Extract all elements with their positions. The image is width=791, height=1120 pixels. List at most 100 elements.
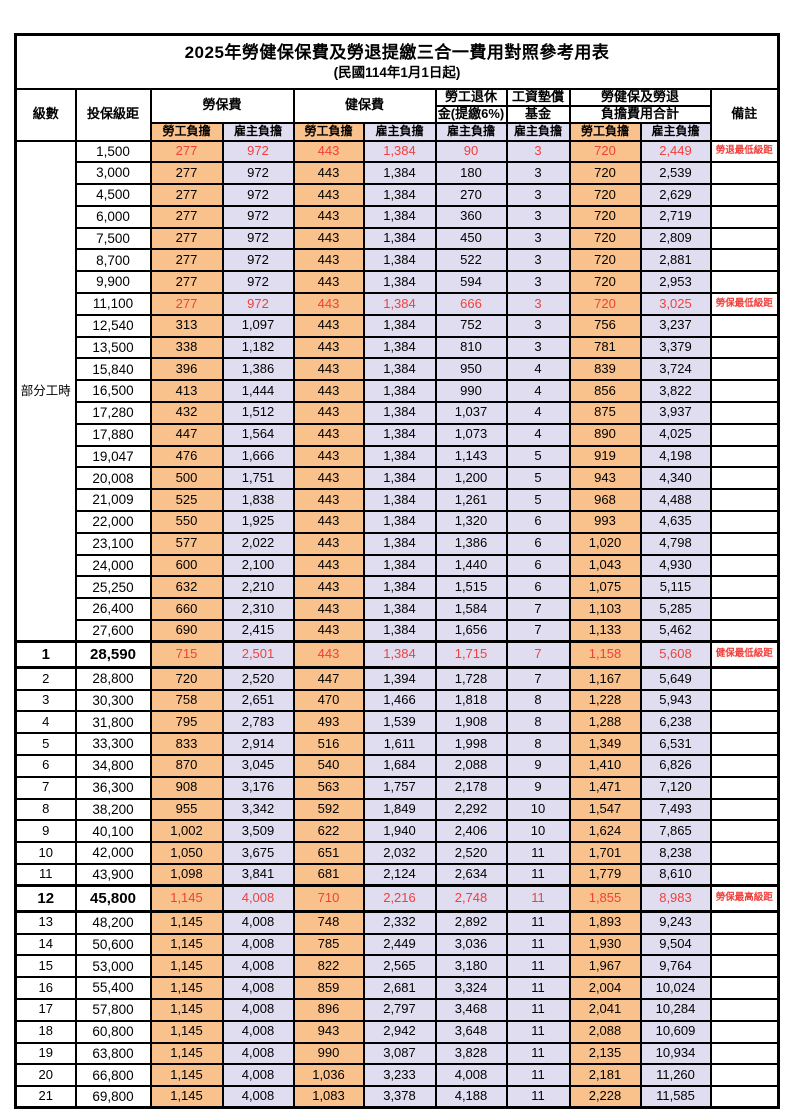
bracket-cell: 25,250 [74,575,152,600]
fee-cell-labor-employee: 1,145 [149,1041,224,1066]
remark-cell [709,732,780,757]
table-row: 18 60,800 1,145 4,008 943 2,942 3,648 11 2,088 10… [14,1019,780,1044]
bracket-cell: 63,800 [74,1041,152,1066]
fee-cell-health-employer: 1,384 [362,640,437,670]
fee-cell-total-employer: 2,809 [639,226,712,251]
fee-cell-total-employer: 7,120 [639,775,712,800]
remark-cell [709,775,780,800]
fee-cell-health-employee: 443 [292,466,365,491]
table-row: 25,250 632 2,210 443 1,384 1,515 6 1,075 5,115 [16,575,780,600]
fee-cell-pension-employer: 1,037 [434,401,508,425]
fee-cell-labor-employer: 4,008 [221,1041,295,1066]
fee-cell-total-employee: 993 [568,510,642,534]
bracket-cell: 57,800 [74,997,152,1022]
fee-cell-health-employee: 443 [292,335,365,360]
fee-cell-total-employee: 1,410 [568,754,642,778]
table-row: 13,500 338 1,182 443 1,384 810 3 781 3,379 [16,335,780,360]
fee-cell-labor-employee: 720 [149,666,224,691]
remark-cell [709,932,780,957]
fee-cell-total-employee: 1,855 [568,884,642,914]
level-cell: 11 [14,863,77,887]
col-header-total-line1: 勞健保及勞退 [568,87,712,107]
bracket-cell: 53,000 [74,954,152,979]
fee-cell-pension-employer: 1,656 [434,619,508,643]
bracket-cell: 9,900 [74,270,152,295]
level-cell: 17 [14,997,77,1022]
fee-cell-labor-employee: 396 [149,357,224,382]
subheader-health-employer: 雇主負擔 [362,121,437,142]
table-body: 部分工時 1,500 277 972 443 1,384 90 3 720 2,449 勞退最低級距… [14,139,780,1109]
fee-cell-labor-employer: 972 [221,226,295,251]
level-cell: 14 [14,932,77,957]
fee-cell-pension-employer: 594 [434,270,508,295]
subheader-total-employer: 雇主負擔 [639,121,712,142]
fee-cell-health-employer: 1,384 [362,401,437,425]
fee-cell-pension-employer: 1,908 [434,710,508,735]
fee-cell-health-employer: 1,384 [362,379,437,404]
fee-cell-wagefund-employer: 11 [505,884,571,914]
table-row: 15 53,000 1,145 4,008 822 2,565 3,180 11 1,967 9,… [14,954,780,979]
fee-cell-health-employee: 540 [292,754,365,778]
fee-cell-total-employee: 1,701 [568,841,642,865]
level-cell: 13 [14,910,77,935]
fee-cell-labor-employee: 1,050 [149,841,224,865]
fee-cell-labor-employer: 2,415 [221,619,295,643]
fee-cell-total-employee: 1,893 [568,910,642,935]
fee-cell-wagefund-employer: 7 [505,619,571,643]
remark-cell [709,204,780,229]
header-row-groups-line2: 金(提繳6%) 基金 負擔費用合計 [16,104,779,124]
bracket-cell: 28,590 [74,640,152,670]
fee-cell-health-employee: 443 [292,226,365,251]
fee-cell-total-employer: 5,608 [639,640,712,670]
fee-cell-labor-employer: 1,838 [221,488,295,513]
fee-cell-labor-employer: 4,008 [221,997,295,1022]
remark-cell [709,863,780,887]
fee-cell-health-employee: 785 [292,932,365,957]
fee-cell-health-employee: 651 [292,841,365,865]
fee-cell-labor-employee: 1,145 [149,910,224,935]
fee-cell-labor-employer: 3,841 [221,863,295,887]
table-row: 17 57,800 1,145 4,008 896 2,797 3,468 11 2,041 10… [14,997,780,1022]
fee-cell-pension-employer: 3,468 [434,997,508,1022]
fee-cell-health-employer: 2,565 [362,954,437,979]
fee-cell-wagefund-employer: 11 [505,863,571,887]
fee-cell-wagefund-employer: 6 [505,510,571,534]
fee-cell-pension-employer: 3,324 [434,976,508,1000]
fee-cell-wagefund-employer: 5 [505,488,571,513]
fee-cell-wagefund-employer: 11 [505,932,571,957]
fee-cell-health-employee: 443 [292,379,365,404]
fee-cell-labor-employee: 1,145 [149,884,224,914]
fee-cell-pension-employer: 1,200 [434,466,508,491]
fee-cell-pension-employer: 1,440 [434,553,508,578]
fee-cell-pension-employer: 2,892 [434,910,508,935]
fee-cell-total-employer: 6,826 [639,754,712,778]
fee-cell-health-employee: 516 [292,732,365,757]
fee-cell-health-employee: 443 [292,204,365,229]
fee-cell-health-employer: 1,384 [362,292,437,316]
fee-cell-labor-employer: 1,386 [221,357,295,382]
subheader-labor-employee: 勞工負擔 [149,121,224,142]
table-row: 17,280 432 1,512 443 1,384 1,037 4 875 3,937 [16,401,780,425]
fee-cell-wagefund-employer: 7 [505,597,571,622]
remark-cell [709,248,780,273]
fee-cell-total-employee: 1,471 [568,775,642,800]
fee-cell-health-employee: 470 [292,688,365,713]
fee-cell-health-employee: 443 [292,488,365,513]
col-header-level: 級數 [14,87,77,142]
fee-cell-pension-employer: 2,634 [434,863,508,887]
fee-cell-labor-employee: 758 [149,688,224,713]
fee-cell-labor-employee: 338 [149,335,224,360]
fee-cell-labor-employee: 660 [149,597,224,622]
bracket-cell: 1,500 [74,139,152,164]
fee-cell-labor-employee: 600 [149,553,224,578]
level-cell: 12 [14,884,77,914]
fee-cell-pension-employer: 2,406 [434,819,508,844]
fee-cell-total-employer: 2,449 [639,139,712,164]
fee-cell-pension-employer: 360 [434,204,508,229]
fee-cell-wagefund-employer: 3 [505,226,571,251]
fee-cell-total-employer: 9,504 [639,932,712,957]
fee-cell-total-employer: 4,198 [639,444,712,469]
col-header-wage-fund-line1: 工資墊償 [505,87,571,107]
fee-cell-labor-employee: 870 [149,754,224,778]
